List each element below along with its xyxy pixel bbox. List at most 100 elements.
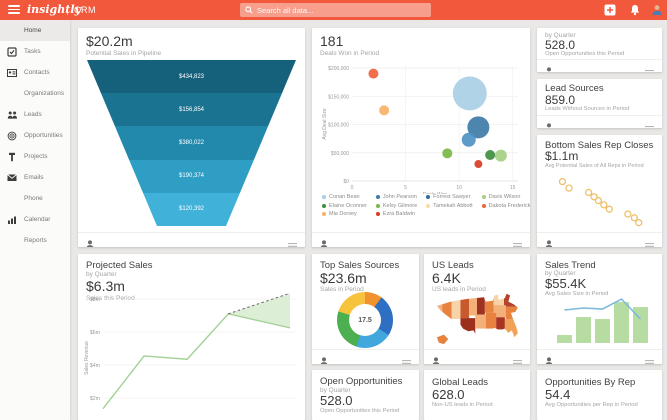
sidebar-item-label: Leads: [24, 111, 42, 118]
svg-text:$4m: $4m: [90, 363, 100, 369]
sidebar-item-opportunities[interactable]: Opportunities: [0, 125, 70, 146]
sidebar-item-projects[interactable]: Projects: [0, 146, 70, 167]
legend-item: Elaine Oconner: [322, 203, 367, 209]
sidebar-item-contacts[interactable]: Contacts: [0, 62, 70, 83]
lead-sources-subtitle: Leads Without Sources in Period: [545, 106, 630, 112]
legend-name: Forrest Sawyer: [433, 194, 471, 200]
opps-by-rep-subtitle: Avg Opportunities per Rep in Period: [545, 402, 638, 408]
deals-won-value: 181: [320, 33, 344, 49]
card-footer: [312, 349, 419, 364]
leads-icon: [7, 110, 19, 120]
add-new-icon[interactable]: [604, 4, 616, 16]
shared-user-icon[interactable]: [545, 63, 553, 72]
insightly-logo[interactable]: insightly: [27, 3, 81, 16]
home-icon-slot: [7, 26, 19, 36]
shared-user-icon[interactable]: [545, 236, 553, 247]
legend-item: Forrest Sawyer: [426, 194, 472, 200]
legend-name: Dakota Frederick: [488, 202, 530, 209]
alaska-shape: [436, 334, 449, 345]
shared-user-icon[interactable]: [545, 353, 553, 364]
sidebar-item-phone[interactable]: Phone: [0, 188, 70, 209]
bubble-forrest-sawyer: [461, 132, 476, 147]
legend-item: Tamekah Abbott: [426, 202, 473, 209]
card-menu-icon[interactable]: [513, 354, 522, 364]
sidebar-item-label: Opportunities: [24, 132, 63, 139]
card-title: Bottom Sales Rep Closes: [545, 140, 654, 151]
calendar-icon: [7, 215, 19, 225]
card-pipeline: $20.2m Potential Sales in Pipeline $434,…: [78, 28, 305, 247]
legend-name: Tamekah Abbott: [433, 202, 473, 209]
legend-item: Dakota Frederick: [481, 202, 530, 209]
card-title: Top Sales Sources: [320, 260, 400, 271]
sidebar-item-calendar[interactable]: Calendar: [0, 209, 70, 230]
card-menu-icon[interactable]: [645, 120, 654, 128]
bottom-rep-subtitle: Avg Potential Sales of All Reps in Perio…: [545, 163, 644, 169]
open-opps2-subtitle: Open Opportunities this Period: [320, 408, 400, 414]
bubble-kelsy-gilmore: [442, 148, 453, 159]
svg-text:Avg Deal Size: Avg Deal Size: [322, 108, 328, 140]
funnel-segment-value: $120,392: [178, 206, 205, 213]
shared-user-icon[interactable]: [545, 119, 553, 128]
shared-user-icon[interactable]: [432, 353, 440, 364]
legend-name: Davis Wilson: [488, 194, 521, 200]
sidebar-item-leads[interactable]: Leads: [0, 104, 70, 125]
card-menu-icon[interactable]: [645, 64, 654, 72]
legend-item: Ezra Baldwin: [375, 211, 417, 217]
legend-dot: [375, 203, 380, 208]
sidebar-item-label: Contacts: [24, 69, 50, 76]
card-title: Lead Sources: [545, 83, 604, 94]
top-sources-subtitle: Sales in Period: [320, 286, 364, 293]
sidebar-item-emails[interactable]: Emails: [0, 167, 70, 188]
card-footer: [537, 115, 662, 128]
legend-name: Kelsy Gilmore: [382, 202, 418, 209]
bottom-rep-value: $1.1m: [545, 149, 579, 163]
us-state-patch: [493, 293, 504, 306]
opps-by-rep-value: 54.4: [545, 387, 571, 402]
card-menu-icon[interactable]: [645, 354, 654, 364]
card-menu-icon[interactable]: [402, 354, 411, 364]
svg-text:$50,000: $50,000: [331, 151, 349, 157]
projects-icon: [7, 152, 19, 162]
notifications-bell-icon[interactable]: [629, 4, 641, 16]
sidebar-item-reports[interactable]: Reports: [0, 230, 70, 251]
card-menu-icon[interactable]: [288, 237, 297, 247]
open-opps-subtitle: Open Opportunities this Period: [545, 51, 625, 57]
card-menu-icon[interactable]: [513, 237, 522, 247]
bubble-ezra-baldwin: [474, 160, 483, 169]
search-icon: [245, 6, 253, 14]
sidebar-item-tasks[interactable]: Tasks: [0, 41, 70, 62]
legend-column: Conan Bean Elaine Oconner Mia Dorsey: [322, 194, 367, 220]
shared-user-icon[interactable]: [320, 353, 328, 364]
user-avatar[interactable]: [651, 4, 663, 16]
legend-item: Kelsy Gilmore: [375, 202, 418, 209]
bubble-mia-dorsey: [379, 105, 390, 116]
legend-name: Elaine Oconner: [329, 202, 367, 209]
hamburger-menu-icon[interactable]: [8, 5, 20, 15]
us-state-patch: [460, 318, 476, 338]
us-state-patch: [475, 314, 486, 329]
svg-text:$2m: $2m: [90, 396, 100, 402]
shared-user-icon[interactable]: [320, 236, 328, 247]
bubble-chart-legend: Conan Bean Elaine Oconner Mia Dorsey John P…: [322, 194, 530, 220]
card-footer: [78, 232, 305, 247]
us-state-patch: [442, 297, 452, 322]
svg-text:$200,000: $200,000: [328, 66, 349, 72]
sales-trend-bar-chart: [557, 298, 648, 343]
svg-text:$0: $0: [343, 179, 349, 185]
sidebar-item-organizations[interactable]: Organizations: [0, 83, 70, 104]
card-title: Sales Trend: [545, 260, 596, 271]
sidebar-item-home[interactable]: Home: [0, 20, 70, 41]
us-state-patch: [436, 295, 443, 324]
svg-text:15: 15: [510, 185, 516, 191]
us-state-patch: [504, 293, 518, 307]
us-state-patch: [496, 317, 505, 330]
search-input[interactable]: [257, 5, 426, 15]
card-menu-icon[interactable]: [645, 237, 654, 247]
funnel-segment: $190,374: [87, 159, 296, 193]
shared-user-icon[interactable]: [86, 236, 94, 247]
card-footer: [537, 232, 662, 247]
projected-subtitle: Sales this Period: [86, 295, 135, 302]
opportunities-icon: [7, 131, 19, 141]
legend-column: Davis Wilson Dakota Frederick: [481, 194, 530, 220]
legend-dot: [322, 212, 326, 216]
